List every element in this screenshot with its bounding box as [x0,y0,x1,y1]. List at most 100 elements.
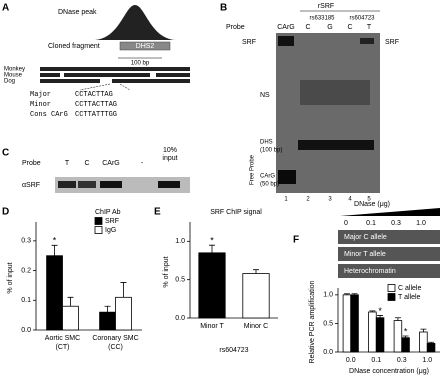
error-bar [343,293,350,295]
band-label: Free Probe [250,154,256,185]
gel-row-label: Heterochromatin [344,268,396,275]
y-tick-label: 0.3 [21,238,31,245]
zoom-lines [79,83,131,91]
lane-number: 4 [348,197,352,203]
bar [242,273,270,319]
peak-shape [95,5,175,40]
x-axis-label: rs604723 [219,347,248,354]
sequence-name: Cons CArG [30,111,68,119]
panel-label: A [2,3,9,14]
bar [419,331,428,353]
panel-f-gel: F DNase (μg) [293,201,440,278]
dnase-title: DNase (μg) [354,201,390,208]
error-bar [67,296,74,307]
significance: * [404,326,408,336]
lane-probe: CArG [277,24,295,31]
x-tick-label: Aortic SMC [45,335,80,342]
species-label: Mouse [4,73,23,79]
bar [426,343,436,353]
x-tick-label: Minor T [200,323,224,330]
y-tick-label: 1.0 [175,238,185,245]
band-label: DHS [260,140,273,146]
y-tick-label: 0.0 [175,315,185,322]
panel-label: D [2,207,9,218]
gel-row-label: Minor T allele [344,251,386,258]
x-tick-label: 0.1 [371,357,381,364]
band-label: (50 bp) [260,182,279,188]
bar [46,255,63,331]
legend-swatch [387,284,396,292]
bar [350,294,359,353]
input-label: input [162,155,177,162]
x-tick-note: (CT) [56,344,70,351]
band-label: SRF [242,39,256,46]
dose-wedge [340,208,440,216]
legend-swatch [387,293,396,301]
y-tick-label: 0.0 [21,327,31,334]
fragment-name: DHS2 [136,43,155,50]
panel-label: F [293,235,299,246]
error-bar [120,282,127,298]
x-tick-label: Coronary SMC [92,335,138,342]
bar [342,294,352,353]
input-label: 10% [163,147,177,154]
panel-label: C [2,148,9,159]
error-bar [351,293,358,295]
x-tick-note: (CC) [108,344,123,351]
dose-label: 1.0 [416,220,426,227]
y-tick-label: 1.0 [323,292,333,299]
significance: * [378,306,382,316]
lane-probe: CArG [102,160,120,167]
lane-probe: C [84,160,89,167]
probe-label: Probe [22,160,41,167]
error-bar [51,244,58,256]
error-bar [369,310,376,312]
lane-number: 3 [328,197,332,203]
legend-label: C allele [398,285,421,292]
band-label: CArG [260,174,275,180]
scale-label: 100 bp [131,61,150,67]
bar [393,320,403,353]
bar [115,296,132,331]
y-tick-label: 0.2 [21,267,31,274]
error-bar [428,341,435,344]
error-bar [104,305,111,313]
band-label: SRF [385,39,399,46]
gel [276,33,380,193]
dose-label: 0.1 [366,220,376,227]
lane-number: 2 [306,197,310,203]
significance: * [53,236,57,246]
lane-probe: T [65,160,70,167]
snp-label: rs604723 [349,16,375,22]
y-axis-label: % of input [7,262,14,293]
sequence-name: Major [30,91,51,99]
bar [368,311,377,353]
gel-row-label: Major C allele [344,234,387,241]
x-tick-label: Minor C [244,323,269,330]
lane-probe: - [141,160,144,167]
y-axis-label: % of input [163,256,170,287]
lane-probe: C [347,24,352,31]
antibody-label: αSRF [22,182,40,189]
species-label: Monkey [4,67,25,73]
lane-probe: C [305,24,310,31]
error-bar [420,328,427,332]
y-tick-label: 0.5 [323,320,333,327]
species-label: Dog [4,79,15,85]
x-tick-label: 0.0 [346,357,356,364]
protein-label: rSRF [318,3,334,10]
lane-number: 5 [367,197,371,203]
y-tick-label: 0.0 [323,349,333,356]
peak-label: DNase peak [58,9,97,16]
legend-swatch [94,226,103,234]
legend-swatch [94,217,103,225]
y-tick-label: 0.5 [175,277,185,284]
sequence: CCTACTTAG [75,91,113,99]
bar [198,252,226,319]
x-axis-label: DNase concentration (μg) [349,368,429,375]
probe-label: Probe [226,24,245,31]
legend-label: SRF [105,218,119,225]
sequence-name: Minor [30,101,51,109]
band-label: NS [260,92,270,99]
